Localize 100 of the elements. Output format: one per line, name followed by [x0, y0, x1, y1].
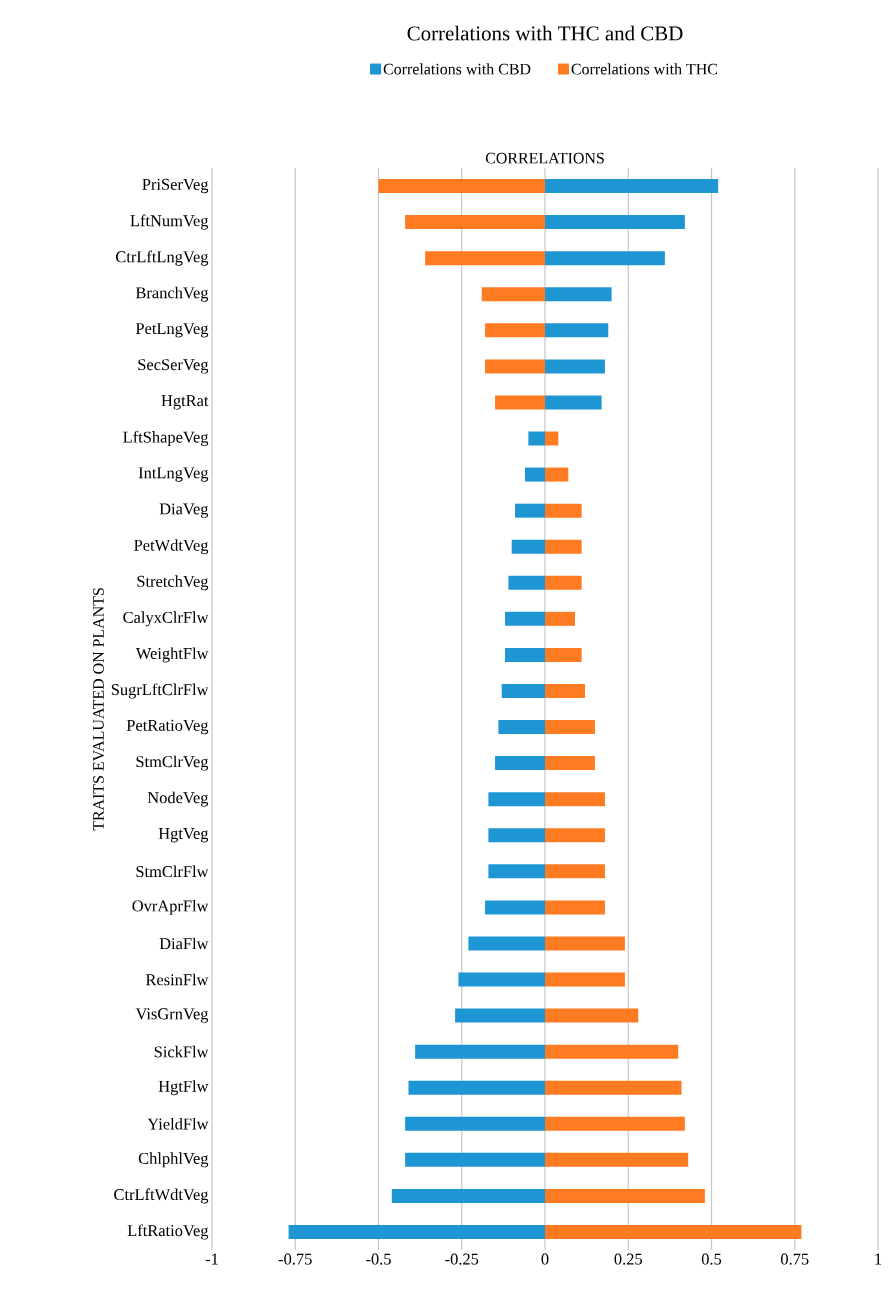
bar: [485, 900, 545, 915]
bar: [505, 611, 545, 626]
bar: [545, 1080, 682, 1095]
y-tick-label: DiaVeg: [159, 503, 209, 518]
y-tick-label: HgtVeg: [158, 828, 209, 843]
bar: [545, 323, 609, 338]
bar: [545, 611, 575, 626]
bar: [545, 215, 685, 230]
bar: [468, 936, 545, 951]
x-tick-label: -0.5: [366, 1253, 391, 1265]
bar: [545, 683, 585, 698]
bar: [545, 1116, 685, 1131]
y-tick-label: NodeVeg: [147, 791, 209, 807]
bar: [405, 215, 545, 230]
y-tick-label: LftRatioVeg: [127, 1224, 209, 1240]
bar: [481, 287, 545, 302]
y-tick-label: StmClrFlw: [136, 865, 209, 878]
y-tick-label: CalyxClrFlw: [123, 611, 209, 627]
bar: [515, 503, 545, 518]
x-tick-label: -0.75: [278, 1253, 312, 1265]
bar: [528, 431, 545, 446]
y-axis-title: TRAITS EVALUATED ON PLANTS: [93, 588, 104, 831]
x-tick-label: 0.25: [614, 1253, 642, 1265]
x-tick-label: -0.25: [445, 1253, 479, 1265]
x-axis-title: CORRELATIONS: [485, 152, 604, 164]
y-tick-label: PetLngVeg: [135, 323, 209, 338]
y-tick-label: SecSerVeg: [138, 359, 209, 374]
x-tick-label: 0.75: [781, 1253, 809, 1265]
bar: [545, 179, 719, 194]
y-tick-label: HgtFlw: [158, 1080, 209, 1096]
bar: [545, 359, 605, 374]
bar: [545, 395, 602, 410]
bar: [405, 1116, 545, 1131]
y-tick-label: StretchVeg: [137, 575, 209, 591]
bar: [501, 683, 545, 698]
y-tick-label: CtrLftWdtVeg: [114, 1188, 209, 1204]
y-tick-label: StmClrVeg: [136, 755, 209, 771]
y-tick-label: BranchVeg: [135, 286, 209, 302]
bar: [498, 720, 545, 735]
bar: [545, 792, 605, 807]
bar: [545, 1188, 705, 1203]
bar: [488, 864, 545, 879]
y-tick-label: IntLngVeg: [138, 467, 209, 482]
y-tick-label: WeightFlw: [135, 647, 209, 663]
bar: [545, 756, 595, 771]
y-tick-label: PetWdtVeg: [134, 539, 209, 555]
bar: [545, 972, 625, 987]
x-tick-label: 1: [875, 1253, 882, 1265]
y-tick-label: HgtRat: [161, 395, 209, 410]
chart-title: Correlations with THC and CBD: [407, 25, 683, 41]
y-tick-label: YieldFlw: [147, 1118, 209, 1130]
y-tick-label: OvrAprFlw: [132, 899, 209, 915]
bar: [485, 359, 545, 374]
bar: [545, 936, 625, 951]
x-tick-label: 0.5: [701, 1253, 722, 1265]
bar: [545, 1044, 679, 1059]
bar: [408, 1080, 545, 1095]
y-tick-label: VisGrnVeg: [135, 1008, 209, 1023]
bar: [415, 1044, 545, 1059]
legend-label: Correlations with CBD: [383, 63, 531, 75]
bar: [545, 287, 612, 302]
bar: [545, 251, 665, 266]
y-tick-label: LftShapeVeg: [123, 430, 209, 447]
bar: [545, 539, 582, 554]
bar: [378, 179, 545, 194]
bar: [425, 251, 545, 266]
bar: [545, 1008, 639, 1023]
bar: [545, 720, 595, 735]
bar: [495, 395, 545, 410]
bar: [288, 1224, 545, 1239]
bar: [545, 575, 582, 590]
bar: [545, 864, 605, 879]
bar: [545, 1224, 802, 1239]
legend-label: Correlations with THC: [571, 63, 718, 75]
x-tick-label: 0: [541, 1253, 549, 1265]
bar: [455, 1008, 545, 1023]
bar: [545, 467, 569, 482]
y-tick-label: SugrLftClrFlw: [111, 683, 209, 699]
bar: [488, 792, 545, 807]
y-tick-label: DiaFlw: [159, 937, 209, 950]
bar: [525, 467, 545, 482]
bar: [545, 828, 605, 843]
bar: [545, 431, 559, 446]
bar: [405, 1152, 545, 1167]
y-tick-label: ResinFlw: [145, 973, 209, 986]
y-tick-label: PriSerVeg: [142, 178, 209, 194]
x-tick-label: -1: [205, 1253, 218, 1265]
y-tick-label: PetRatioVeg: [126, 719, 209, 735]
bar: [391, 1188, 545, 1203]
y-tick-label: CtrLftLngVeg: [116, 250, 209, 266]
bar: [458, 972, 545, 987]
y-tick-label: LftNumVeg: [130, 214, 209, 230]
bar: [488, 828, 545, 843]
bar: [508, 575, 545, 590]
bar: [545, 503, 582, 518]
bar: [545, 1152, 689, 1167]
y-tick-label: ChlphlVeg: [138, 1152, 209, 1168]
bar: [495, 756, 545, 771]
y-tick-label: SickFlw: [154, 1045, 209, 1058]
bar: [511, 539, 545, 554]
